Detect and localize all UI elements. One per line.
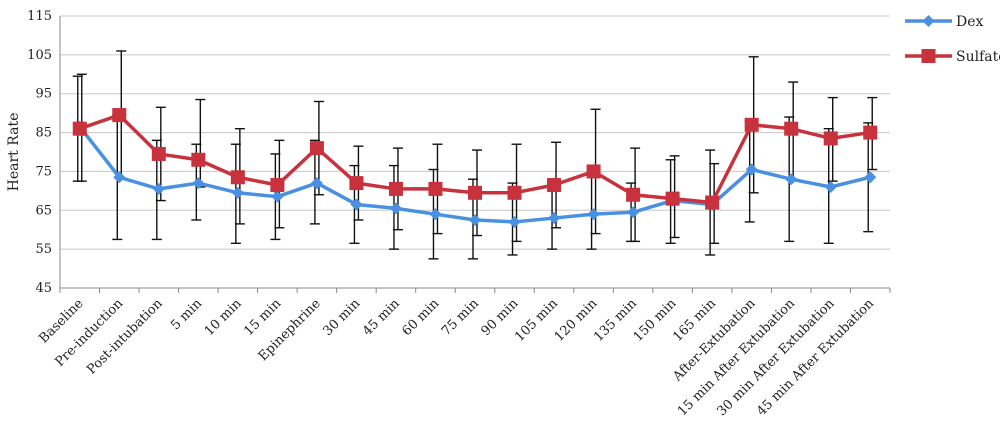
data-point-dex xyxy=(745,163,758,176)
data-point-sulfate xyxy=(270,178,285,193)
y-tick-label: 115 xyxy=(27,9,52,24)
data-point-sulfate xyxy=(388,181,403,196)
legend: Dex Sulfate xyxy=(905,14,1000,65)
data-point-sulfate xyxy=(230,170,245,185)
legend-marker-sulfate xyxy=(921,49,936,63)
data-point-dex xyxy=(231,186,244,199)
data-point-dex xyxy=(271,190,284,203)
data-point-sulfate xyxy=(744,117,759,132)
data-point-sulfate xyxy=(547,178,562,193)
data-point-sulfate xyxy=(191,152,206,167)
x-tick-label: 45 min xyxy=(360,296,403,339)
legend-label-dex: Dex xyxy=(956,14,984,30)
data-point-sulfate xyxy=(665,191,680,206)
series-lines xyxy=(72,108,878,228)
legend-marker-dex xyxy=(922,15,935,27)
x-tick-label: Pre-induction xyxy=(52,296,126,370)
data-point-dex xyxy=(350,198,363,211)
data-point-sulfate xyxy=(784,121,799,136)
x-tick-label: Post-intubation xyxy=(84,296,166,378)
data-point-dex xyxy=(192,177,205,190)
data-point-dex xyxy=(113,171,126,184)
data-point-dex xyxy=(627,206,640,219)
axes xyxy=(59,16,891,293)
data-point-dex xyxy=(310,177,323,190)
x-tick-label: 5 min xyxy=(168,296,205,333)
data-point-sulfate xyxy=(626,187,641,202)
y-tick-label: 85 xyxy=(35,126,52,141)
data-point-sulfate xyxy=(309,141,324,156)
gridlines xyxy=(60,15,890,289)
y-tick-label: 75 xyxy=(35,164,52,179)
y-tick-label: 55 xyxy=(35,242,52,257)
data-point-dex xyxy=(864,171,877,184)
x-tick-label: 30 min xyxy=(320,296,363,339)
data-point-sulfate xyxy=(72,121,87,136)
data-point-dex xyxy=(389,202,402,215)
data-point-dex xyxy=(152,182,165,195)
y-axis-title: Heart Rate xyxy=(6,113,22,192)
data-point-dex xyxy=(508,215,521,228)
data-point-dex xyxy=(469,214,481,226)
x-tick-label: 75 min xyxy=(439,296,482,339)
data-point-sulfate xyxy=(823,131,838,146)
data-point-sulfate xyxy=(151,146,166,161)
data-point-dex xyxy=(785,173,798,186)
data-point-sulfate xyxy=(349,176,364,191)
data-point-sulfate xyxy=(863,125,878,140)
y-tick-label: 105 xyxy=(27,48,52,63)
data-point-sulfate xyxy=(112,108,127,123)
data-point-sulfate xyxy=(428,181,443,196)
x-tick-label: 60 min xyxy=(399,296,442,339)
data-point-sulfate xyxy=(507,185,522,200)
data-point-sulfate xyxy=(705,195,720,210)
data-point-dex xyxy=(429,208,442,221)
data-point-sulfate xyxy=(468,185,482,200)
data-point-sulfate xyxy=(586,164,601,179)
x-tick-label: 10 min xyxy=(202,296,245,339)
y-tick-label: 45 xyxy=(35,281,52,296)
data-point-dex xyxy=(587,208,600,221)
y-tick-label: 95 xyxy=(35,87,52,102)
y-tick-label: 65 xyxy=(35,203,52,218)
data-point-dex xyxy=(548,212,561,225)
legend-label-sulfate: Sulfate xyxy=(956,49,1000,65)
data-point-dex xyxy=(824,180,837,193)
